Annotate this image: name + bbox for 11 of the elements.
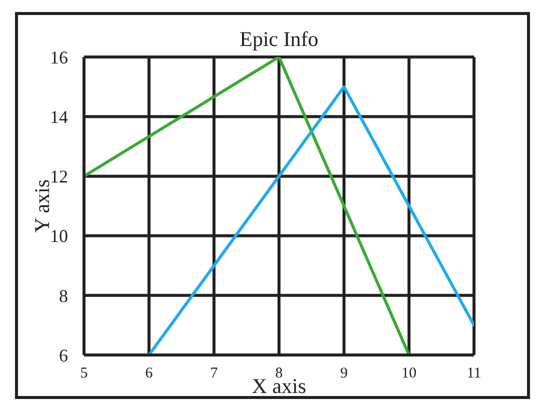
x-tick-label: 6 xyxy=(145,366,154,382)
y-tick-label: 6 xyxy=(59,345,68,366)
x-tick-label: 10 xyxy=(402,366,416,382)
x-tick-label: 5 xyxy=(80,366,88,382)
y-tick-label: 14 xyxy=(50,106,68,127)
x-tick-label: 9 xyxy=(340,366,348,382)
chart-title: Epic Info xyxy=(238,27,320,51)
x-tick-label: 7 xyxy=(210,366,218,382)
x-tick-label: 11 xyxy=(466,366,482,382)
y-tick-label: 16 xyxy=(50,47,68,68)
y-tick-label: 8 xyxy=(59,286,68,306)
